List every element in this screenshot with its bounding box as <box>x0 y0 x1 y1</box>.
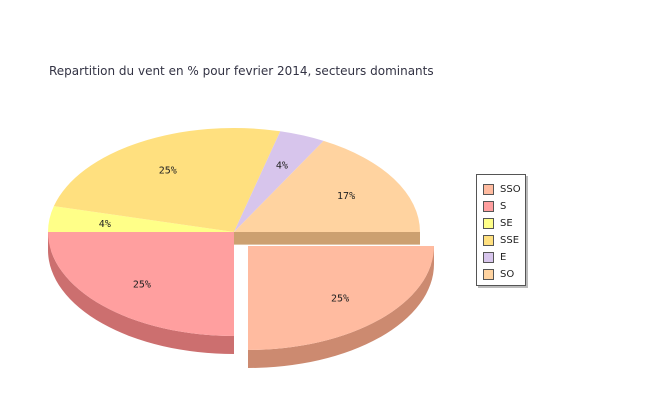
legend-swatch-se <box>483 218 494 229</box>
legend-item-sse: SSE <box>477 232 525 249</box>
legend-label-sse: SSE <box>500 235 520 246</box>
slice-label-e: 4% <box>276 160 288 171</box>
slice-se <box>48 206 234 232</box>
legend-label-se: SE <box>500 218 513 229</box>
slice-wall-so <box>234 232 420 245</box>
legend-item-so: SO <box>477 266 525 283</box>
legend-label-sso: SSO <box>500 184 521 195</box>
legend-item-se: SE <box>477 215 525 232</box>
slice-s <box>48 232 234 336</box>
slice-label-se: 4% <box>99 219 111 230</box>
legend-label-s: S <box>500 201 507 212</box>
legend: SSO S SE SSE E SO <box>476 174 526 286</box>
slice-e <box>234 131 324 232</box>
slice-label-sso: 25% <box>331 293 349 304</box>
legend-item-e: E <box>477 249 525 266</box>
legend-item-s: S <box>477 198 525 215</box>
slice-sse <box>53 127 281 232</box>
legend-item-sso: SSO <box>477 181 525 198</box>
legend-label-so: SO <box>500 269 515 280</box>
slice-sso <box>248 246 434 350</box>
legend-swatch-s <box>483 201 494 212</box>
legend-label-e: E <box>500 252 507 263</box>
slice-label-so: 17% <box>337 191 355 202</box>
legend-swatch-so <box>483 269 494 280</box>
slice-side-s <box>48 232 234 354</box>
chart-title: Repartition du vent en % pour fevrier 20… <box>49 64 434 78</box>
slice-label-sse: 25% <box>159 165 177 176</box>
legend-swatch-sse <box>483 235 494 246</box>
slice-so <box>234 140 420 232</box>
slice-label-s: 25% <box>133 279 151 290</box>
slice-side-sso <box>248 246 434 368</box>
legend-swatch-e <box>483 252 494 263</box>
legend-swatch-sso <box>483 184 494 195</box>
